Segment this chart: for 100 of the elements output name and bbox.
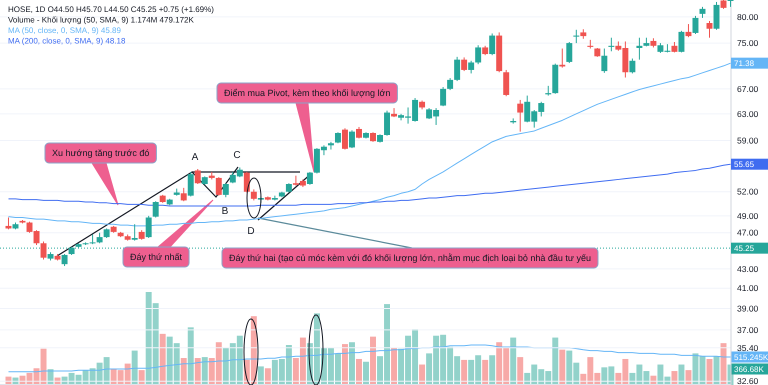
bar <box>720 343 726 385</box>
candlestick <box>40 240 47 260</box>
candlestick <box>685 24 692 38</box>
bar <box>419 364 426 385</box>
candlestick <box>447 78 454 91</box>
bar <box>356 358 362 385</box>
text: MA (200, close, 0, SMA, 9) 48.18 <box>8 36 126 46</box>
y-tick-label: 59.00 <box>737 135 759 146</box>
candlestick <box>650 38 656 48</box>
bar <box>678 364 684 385</box>
candlestick <box>250 188 257 201</box>
candlestick <box>580 28 586 40</box>
y-tick-label: 80.00 <box>737 12 759 22</box>
bar <box>160 334 166 385</box>
text: MA (50, close, 0, SMA, 9) 45.89 <box>8 26 122 35</box>
candlestick <box>475 44 482 65</box>
candlestick <box>370 132 376 142</box>
candlestick <box>489 32 496 56</box>
bar <box>559 350 566 385</box>
y-tick-label: 35.40 <box>737 342 759 353</box>
y-tick-label: 43.00 <box>737 264 759 274</box>
bar <box>370 336 376 385</box>
candlestick <box>566 42 572 64</box>
candlestick <box>714 1 720 30</box>
candlestick <box>678 30 684 53</box>
bar <box>510 338 516 385</box>
bar <box>348 342 355 385</box>
y-tick-label: 63.00 <box>737 108 759 119</box>
candlestick <box>356 126 362 139</box>
candlestick <box>62 254 68 267</box>
candlestick <box>636 37 642 60</box>
bar <box>489 355 496 385</box>
candlestick <box>90 234 96 245</box>
text: HOSE, 1D O44.50 H45.70 L44.50 C45.25 +0.75 (+1.69%) <box>8 5 214 14</box>
candlestick <box>334 132 341 144</box>
candlestick <box>700 6 706 18</box>
bar <box>461 360 468 385</box>
text: 55.65 <box>734 160 755 169</box>
y-tick-label: 75.00 <box>737 38 759 48</box>
annotation: A <box>192 152 199 163</box>
candlestick <box>728 0 734 8</box>
bar <box>391 348 398 385</box>
candlestick <box>194 168 201 185</box>
candlestick <box>706 20 712 38</box>
annotation: 366.68K <box>734 364 764 374</box>
y-tick-label: 49.00 <box>737 210 759 221</box>
ref-line-label: 45.25 <box>734 244 755 253</box>
y-tick-label: 39.00 <box>737 303 759 314</box>
candlestick <box>216 176 222 196</box>
candlestick <box>608 37 614 52</box>
candlestick <box>545 85 552 96</box>
bar <box>363 362 369 385</box>
candlestick <box>188 171 194 197</box>
annotation: Xu hướng tăng trước đó <box>52 148 150 158</box>
annotation: Đáy thứ hai (tạo củ móc kèm với đó khối lượng lớn, nhằm mục địch loại bỏ nhà đầu tư yếu <box>229 253 591 264</box>
y-tick-label: 37.00 <box>737 324 759 335</box>
candlestick <box>461 56 468 72</box>
candlestick <box>286 182 292 194</box>
bar <box>482 360 488 385</box>
y-tick-label: 41.00 <box>737 283 759 294</box>
candlestick <box>671 42 678 53</box>
candlestick <box>342 128 348 150</box>
candlestick <box>348 130 355 149</box>
candlestick <box>222 182 229 198</box>
annotation: D <box>247 226 255 237</box>
bar <box>706 358 712 385</box>
y-tick-label: 32.60 <box>737 376 759 385</box>
text: 71.38 <box>734 58 755 68</box>
candlestick <box>152 200 159 218</box>
candlestick <box>454 56 460 82</box>
candlestick <box>482 45 488 56</box>
candlestick <box>6 217 12 230</box>
annotation: C <box>233 150 241 161</box>
y-tick-label: 47.00 <box>737 228 759 238</box>
bar <box>342 344 348 385</box>
candlestick <box>440 86 446 107</box>
candlestick <box>306 171 313 186</box>
candlestick <box>384 110 390 136</box>
candlestick <box>629 58 636 74</box>
annotation: 515.245K <box>734 352 768 362</box>
candlestick <box>146 215 152 238</box>
candlestick <box>104 228 110 238</box>
bar <box>132 350 138 385</box>
candlestick <box>573 29 580 44</box>
bar <box>517 357 524 385</box>
candlestick <box>517 99 524 132</box>
annotation: B <box>222 206 229 217</box>
candlestick <box>244 171 250 194</box>
candlestick <box>138 230 145 240</box>
candlestick <box>601 48 608 74</box>
candlestick <box>96 232 103 244</box>
chart-title: Volume - Khối lượng (50, SMA, 9) 1.174M 479.172K <box>8 16 194 24</box>
candlestick <box>692 15 698 34</box>
y-tick-label: 52.00 <box>737 186 759 197</box>
candlestick <box>468 60 474 74</box>
annotation: Đáy thứ nhất <box>130 252 183 262</box>
candlestick <box>180 187 187 202</box>
candlestick <box>503 69 510 97</box>
y-tick-label: 67.00 <box>737 84 759 94</box>
annotation: Điểm mua Pivot, kèm theo khối lượng lớn <box>224 88 390 98</box>
